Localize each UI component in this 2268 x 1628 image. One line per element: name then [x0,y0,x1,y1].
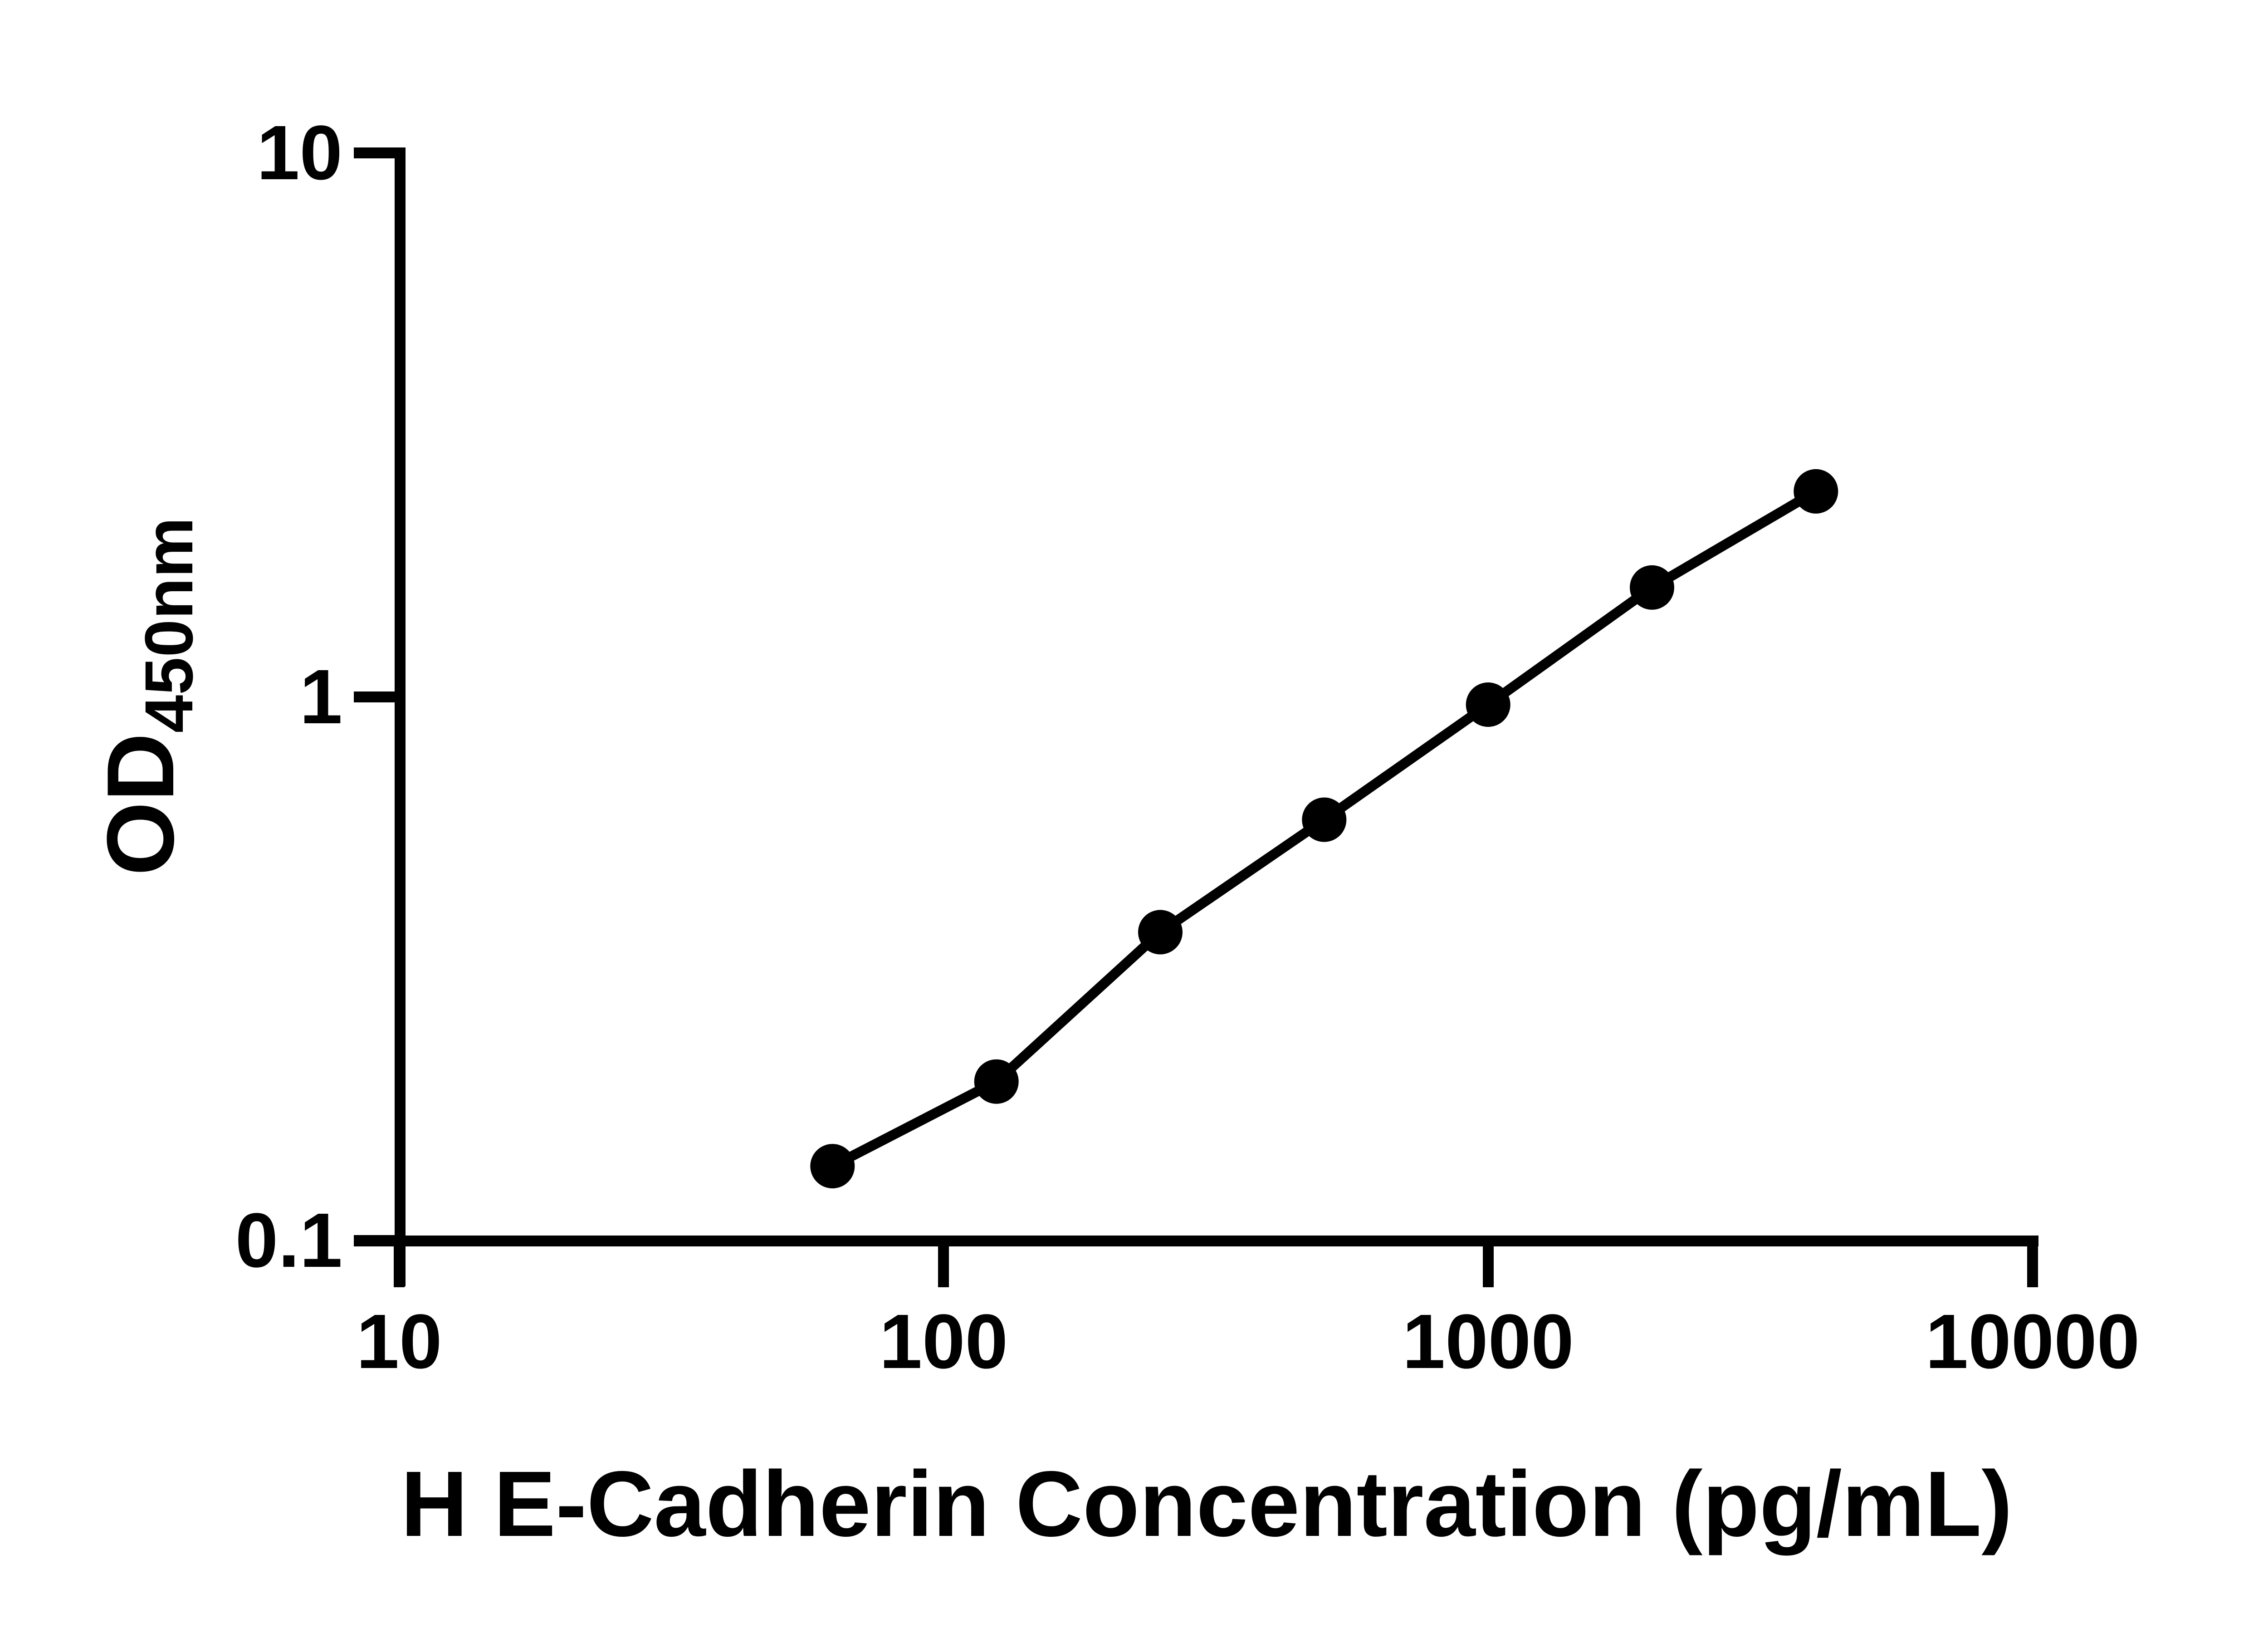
y-axis-tick-10 [354,147,395,158]
x-axis-tick-10 [394,1246,405,1287]
data-point-4000pg [1794,469,1838,514]
x-axis-tick-1000 [1482,1246,1494,1287]
x-axis-tick-10000 [2027,1246,2038,1287]
x-axis-tick-label-1000: 1000 [1402,1299,1574,1385]
x-axis-tick-label-10000: 10000 [1925,1299,2140,1385]
x-axis-tick-100 [938,1246,949,1287]
y-axis-title: OD450nm [87,152,207,1241]
x-axis-tick-label-10: 10 [356,1299,442,1385]
data-point-2000pg [1630,565,1674,610]
data-point-500pg [1302,797,1347,842]
y-axis-title-main: OD [87,733,194,876]
y-axis-tick-0.1 [354,1235,395,1246]
data-point-1000pg [1466,682,1510,727]
y-axis-line [395,147,406,1286]
x-axis-line [354,1236,2038,1246]
y-axis-tick-label-0.1: 0.1 [235,1197,342,1284]
x-axis-tick-label-100: 100 [879,1299,1008,1385]
y-axis-tick-1 [354,691,395,702]
y-axis-tick-label-1: 1 [299,653,342,740]
y-axis-tick-label-10: 10 [256,110,342,196]
data-point-250pg [1138,910,1183,955]
y-axis-title-subscript: 450nm [131,517,207,733]
data-point-125pg [974,1059,1019,1104]
data-point-62.5pg [810,1144,855,1189]
x-axis-title: H E-Cadherin Concentration (pg/mL) [401,1452,2013,1556]
